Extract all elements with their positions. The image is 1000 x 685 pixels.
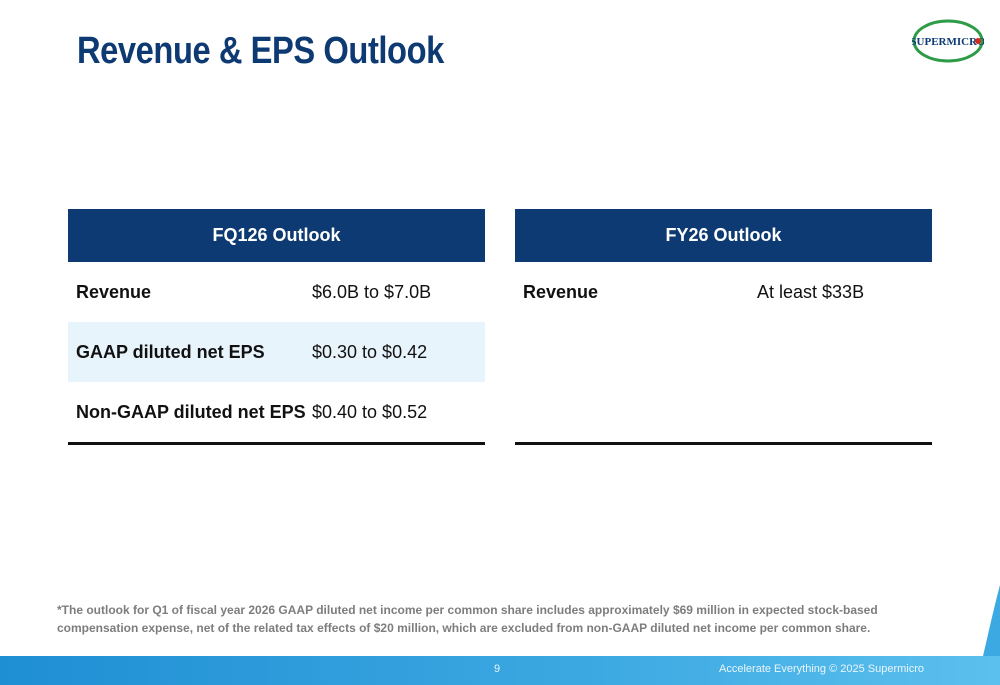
footer-bar	[0, 656, 1000, 685]
page-title: Revenue & EPS Outlook	[77, 30, 444, 72]
svg-text:SUPERMICRO: SUPERMICRO	[912, 36, 984, 48]
row-label: GAAP diluted net EPS	[76, 341, 265, 362]
table-row: GAAP diluted net EPS $0.30 to $0.42	[68, 322, 485, 382]
fq126-outlook-table: FQ126 Outlook Revenue $6.0B to $7.0B GAA…	[68, 209, 485, 445]
table-row: Revenue At least $33B	[515, 262, 932, 322]
empty-row	[515, 382, 932, 442]
empty-row	[515, 322, 932, 382]
table-bottom-rule	[515, 442, 932, 445]
page-number: 9	[494, 663, 501, 675]
footer-tagline: Accelerate Everything © 2025 Supermicro	[719, 663, 924, 675]
footnote: *The outlook for Q1 of fiscal year 2026 …	[57, 603, 878, 635]
row-value: At least $33B	[757, 281, 865, 302]
fq126-outlook-heading: FQ126 Outlook	[68, 209, 485, 262]
supermicro-logo: SUPERMICRO	[912, 19, 984, 63]
row-label: Revenue	[523, 281, 599, 302]
row-value: $0.40 to $0.52	[312, 401, 428, 422]
row-label: Non-GAAP diluted net EPS	[76, 401, 306, 422]
table-row: Revenue $6.0B to $7.0B	[68, 262, 485, 322]
fy26-outlook-table: FY26 Outlook Revenue At least $33B	[515, 209, 932, 445]
table-bottom-rule	[68, 442, 485, 445]
row-value: $0.30 to $0.42	[312, 341, 428, 362]
fy26-outlook-heading: FY26 Outlook	[515, 209, 932, 262]
row-value: $6.0B to $7.0B	[312, 281, 432, 302]
table-row: Non-GAAP diluted net EPS $0.40 to $0.52	[68, 382, 485, 442]
row-label: Revenue	[76, 281, 152, 302]
